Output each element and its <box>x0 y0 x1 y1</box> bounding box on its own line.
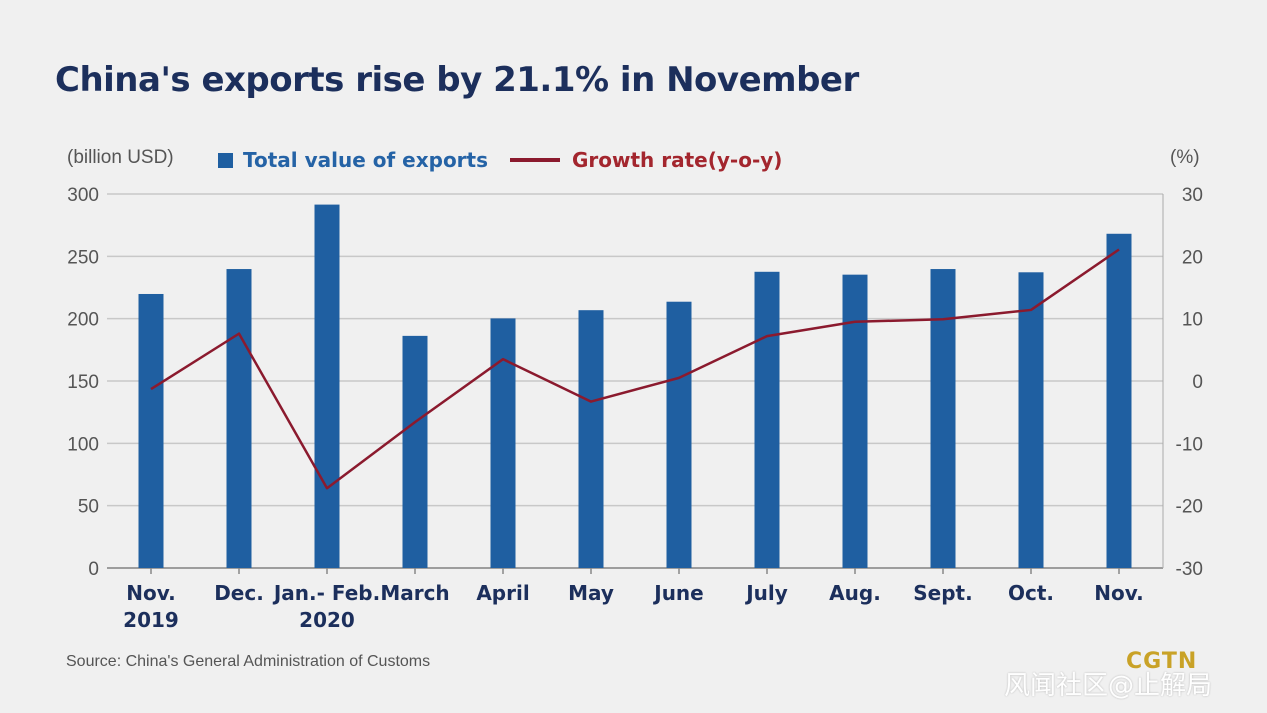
category-label: Dec. <box>214 581 264 605</box>
bar <box>666 301 692 568</box>
bar <box>138 293 164 568</box>
category-label: Jan.- Feb. 2020 <box>272 581 380 632</box>
left-tick-label: 100 <box>67 434 99 455</box>
left-tick-label: 150 <box>67 372 99 393</box>
watermark-text: 风闻社区@止解局 <box>1004 671 1213 701</box>
right-axis-unit-label: (%) <box>1170 147 1200 168</box>
category-label: May <box>568 581 614 605</box>
left-tick-label: 250 <box>67 247 99 268</box>
right-tick-label: -10 <box>1176 434 1203 455</box>
category-label: Aug. <box>829 581 881 605</box>
legend-item-exports: Total value of exports <box>218 148 488 172</box>
left-tick-label: 50 <box>78 497 99 518</box>
category-label: April <box>476 581 529 605</box>
left-axis-unit-label: (billion USD) <box>67 147 174 168</box>
legend-growth-label: Growth rate(y-o-y) <box>572 148 783 172</box>
right-tick-label: 30 <box>1182 185 1203 206</box>
bar <box>578 310 604 568</box>
bar <box>1106 233 1132 568</box>
cgtn-logo: CGTN <box>1126 649 1198 674</box>
category-label: March <box>380 581 449 605</box>
right-tick-label: -30 <box>1176 559 1203 580</box>
category-label: Nov. 2019 <box>123 581 179 632</box>
category-label: Oct. <box>1008 581 1054 605</box>
category-label: June <box>652 581 703 605</box>
category-label: July <box>744 581 788 605</box>
bar <box>842 274 868 568</box>
right-tick-label: 20 <box>1182 247 1203 268</box>
growth-rate-line <box>150 248 1120 490</box>
category-label: Sept. <box>913 581 972 605</box>
bar <box>754 271 780 568</box>
bar <box>314 204 340 568</box>
category-label: Nov. <box>1094 581 1143 605</box>
legend-bar-swatch <box>218 152 233 168</box>
bar <box>226 269 252 568</box>
left-tick-label: 200 <box>67 310 99 331</box>
right-tick-label: 0 <box>1192 372 1203 393</box>
legend-item-growth: Growth rate(y-o-y) <box>510 148 782 172</box>
bar <box>402 335 428 568</box>
right-tick-label: 10 <box>1182 310 1203 331</box>
left-tick-label: 0 <box>88 559 99 580</box>
left-tick-label: 300 <box>67 185 99 206</box>
legend-line-swatch <box>510 158 560 162</box>
bar <box>1018 272 1044 568</box>
bar <box>490 318 516 568</box>
chart-title: China's exports rise by 21.1% in Novembe… <box>55 60 859 100</box>
bar <box>930 269 956 568</box>
legend-exports-label: Total value of exports <box>243 148 489 172</box>
right-tick-label: -20 <box>1176 497 1203 518</box>
source-note: Source: China's General Administration o… <box>66 653 431 670</box>
